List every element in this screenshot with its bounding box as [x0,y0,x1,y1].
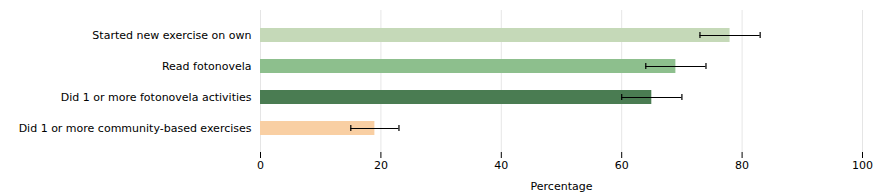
svg-text:Started new exercise on own: Started new exercise on own [92,29,251,42]
svg-text:60: 60 [615,159,629,172]
svg-text:80: 80 [735,159,749,172]
svg-text:Read fotonovela: Read fotonovela [162,60,252,73]
svg-text:Did 1 or more community-based: Did 1 or more community-based exercises [19,122,252,135]
svg-text:Percentage: Percentage [531,180,593,192]
svg-text:Did 1 or more fotonovela activ: Did 1 or more fotonovela activities [61,91,252,104]
svg-text:100: 100 [852,159,873,172]
svg-text:0: 0 [257,159,264,172]
svg-text:20: 20 [374,159,388,172]
svg-text:40: 40 [494,159,508,172]
